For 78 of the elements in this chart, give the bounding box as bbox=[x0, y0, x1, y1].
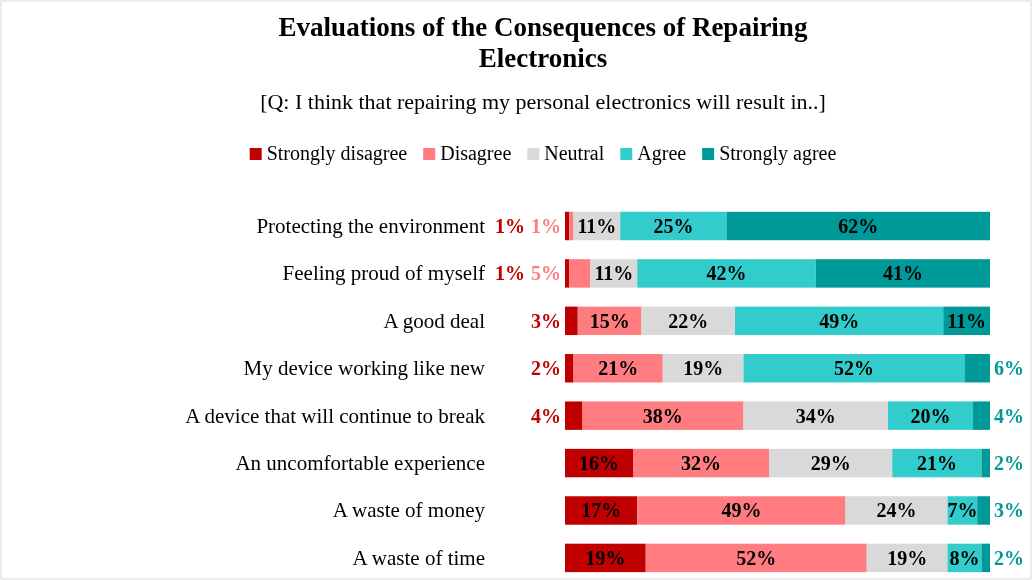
data-label: 49% bbox=[819, 309, 860, 332]
data-label: 15% bbox=[589, 309, 630, 332]
y-tick-label: Feeling proud of myself bbox=[282, 261, 485, 286]
legend-label: Strongly agree bbox=[719, 142, 837, 165]
data-label: 5% bbox=[531, 262, 561, 285]
data-label: 38% bbox=[642, 404, 683, 427]
y-tick-label: Protecting the environment bbox=[256, 214, 486, 239]
data-label: 4% bbox=[531, 404, 561, 427]
data-label: 1% bbox=[495, 215, 525, 238]
legend-label: Agree bbox=[637, 142, 687, 165]
data-label: 11% bbox=[577, 215, 617, 238]
bar bbox=[645, 543, 867, 573]
bar bbox=[565, 211, 570, 241]
data-label: 3% bbox=[531, 309, 561, 332]
data-label: 24% bbox=[876, 499, 917, 522]
y-tick-label: My device working like new bbox=[243, 356, 486, 381]
data-label: 32% bbox=[681, 452, 721, 475]
bar bbox=[569, 259, 591, 288]
y-tick-label: A good deal bbox=[383, 308, 486, 333]
bar bbox=[743, 401, 888, 430]
data-label: 11% bbox=[594, 262, 634, 285]
data-label: 25% bbox=[653, 215, 694, 238]
data-label: 22% bbox=[668, 309, 709, 332]
bar bbox=[743, 354, 965, 383]
data-label: 29% bbox=[810, 452, 851, 475]
data-label: 17% bbox=[581, 499, 622, 522]
data-label: 11% bbox=[947, 309, 987, 332]
bar bbox=[845, 496, 948, 525]
data-label: 52% bbox=[736, 546, 777, 569]
legend-label: Strongly disagree bbox=[266, 142, 408, 165]
bar bbox=[981, 448, 990, 478]
data-label: 49% bbox=[721, 499, 762, 522]
data-label: 1% bbox=[495, 262, 525, 285]
data-label: 8% bbox=[949, 546, 980, 569]
bar bbox=[815, 259, 990, 288]
bar bbox=[964, 354, 990, 383]
data-label: 2% bbox=[994, 546, 1024, 569]
legend-label: Disagree bbox=[440, 142, 512, 165]
data-label: 6% bbox=[994, 357, 1024, 380]
bar bbox=[565, 259, 570, 288]
bar bbox=[565, 354, 574, 383]
bar bbox=[735, 306, 944, 336]
data-label: 2% bbox=[531, 357, 561, 380]
chart-title: Evaluations of the Consequences of Repairing Electronics bbox=[278, 12, 808, 73]
bar bbox=[637, 259, 816, 288]
chart-subtitle: [Q: I think that repairing my personal electronics will result in..] bbox=[260, 89, 826, 114]
data-label: 41% bbox=[882, 262, 923, 285]
bar bbox=[977, 496, 990, 525]
y-tick-label: An uncomfortable experience bbox=[235, 451, 485, 476]
data-label: 52% bbox=[834, 357, 874, 380]
y-tick-label: A device that will continue to break bbox=[185, 403, 486, 428]
data-label: 1% bbox=[531, 215, 561, 238]
bar bbox=[726, 211, 990, 241]
legend-label: Neutral bbox=[544, 142, 605, 164]
bar bbox=[973, 401, 990, 430]
data-label: 62% bbox=[838, 215, 879, 238]
data-label: 4% bbox=[994, 404, 1024, 427]
bar bbox=[981, 543, 990, 573]
data-label: 19% bbox=[887, 546, 928, 569]
y-tick-label: A waste of money bbox=[332, 498, 486, 523]
data-label: 21% bbox=[598, 357, 639, 380]
bar bbox=[569, 211, 574, 241]
data-label: 19% bbox=[683, 357, 724, 380]
bar bbox=[582, 401, 744, 430]
y-tick-label: A waste of time bbox=[352, 545, 485, 570]
data-label: 7% bbox=[947, 499, 978, 522]
bar bbox=[633, 448, 769, 478]
bar bbox=[637, 496, 846, 525]
data-label: 19% bbox=[585, 546, 626, 569]
data-label: 16% bbox=[579, 452, 619, 475]
data-label: 42% bbox=[706, 262, 747, 285]
bar bbox=[565, 401, 582, 430]
data-label: 21% bbox=[916, 452, 957, 475]
bar bbox=[565, 306, 578, 336]
data-label: 34% bbox=[795, 404, 836, 427]
data-label: 3% bbox=[994, 499, 1024, 522]
data-label: 2% bbox=[994, 452, 1024, 475]
data-label: 20% bbox=[910, 404, 951, 427]
